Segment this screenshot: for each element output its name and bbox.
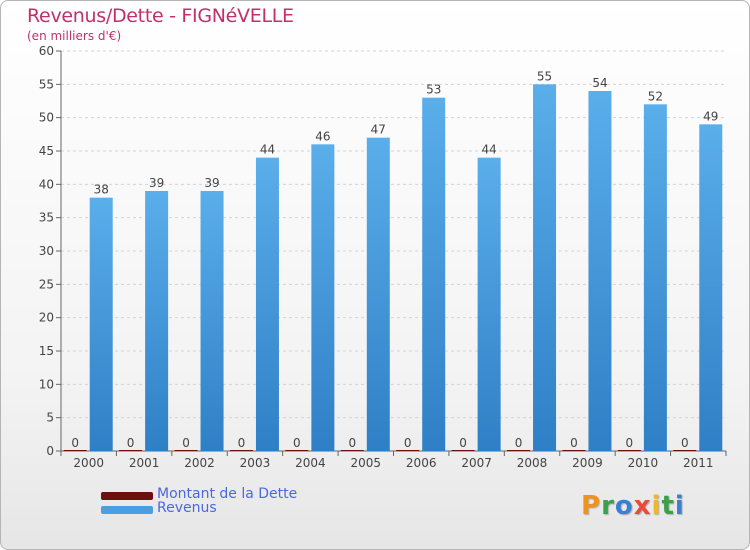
y-tick-label: 15 [39,344,54,358]
data-label-revenus: 38 [94,183,109,197]
x-tick-label: 2004 [295,456,326,470]
y-tick-label: 30 [39,244,54,258]
y-tick-label: 10 [39,377,54,391]
data-label-revenus: 47 [371,123,386,137]
y-tick-label: 60 [39,44,54,58]
y-tick-label: 0 [46,444,54,458]
bar-revenus [200,191,224,451]
bar-revenus [89,197,113,451]
bar-dette [617,450,641,451]
bar-dette [396,450,420,451]
data-label-revenus: 39 [204,176,219,190]
data-label-dette: 0 [681,436,689,450]
legend-label-dette: Montant de la Dette [157,486,298,502]
y-tick-label: 35 [39,211,54,225]
y-tick-label: 50 [39,111,54,125]
x-tick-label: 2007 [461,456,492,470]
data-label-dette: 0 [238,436,246,450]
data-label-revenus: 44 [481,143,496,157]
chart-subtitle: (en milliers d'€) [27,29,122,43]
data-label-dette: 0 [348,436,356,450]
data-label-dette: 0 [293,436,301,450]
x-tick-label: 2010 [628,456,659,470]
y-tick-label: 25 [39,277,54,291]
data-label-revenus: 46 [315,129,330,143]
data-label-revenus: 54 [592,76,607,90]
x-tick-label: 2002 [184,456,215,470]
bar-revenus [477,157,501,451]
data-label-dette: 0 [127,436,135,450]
x-tick-label: 2011 [683,456,714,470]
bar-revenus [366,137,390,451]
y-tick-label: 5 [46,411,54,425]
legend-swatch-revenus [101,506,153,514]
data-label-dette: 0 [404,436,412,450]
bar-dette [507,450,531,451]
legend-label-revenus: Revenus [157,500,217,516]
data-label-dette: 0 [626,436,634,450]
bar-revenus [255,157,279,451]
data-label-revenus: 52 [648,89,663,103]
bar-revenus [422,97,446,452]
bar-dette [174,450,198,451]
bar-revenus [699,124,723,451]
bar-dette [673,450,697,451]
y-tick-label: 20 [39,311,54,325]
data-label-revenus: 39 [149,176,164,190]
bar-dette [285,450,309,451]
data-label-dette: 0 [570,436,578,450]
x-tick-label: 2001 [129,456,160,470]
x-tick-label: 2003 [240,456,271,470]
y-tick-label: 45 [39,144,54,158]
bar-revenus [145,191,169,451]
data-label-revenus: 44 [260,143,275,157]
data-label-dette: 0 [459,436,467,450]
x-tick-label: 2008 [517,456,548,470]
x-tick-label: 2005 [351,456,382,470]
bar-dette [340,450,364,451]
y-tick-label: 55 [39,77,54,91]
bar-revenus [588,91,612,451]
legend-swatch-dette [101,492,153,500]
bar-dette [63,450,87,451]
bar-dette [562,450,586,451]
data-label-revenus: 55 [537,69,552,83]
data-label-dette: 0 [515,436,523,450]
chart-title: Revenus/Dette - FIGNéVELLE [27,5,294,27]
x-tick-label: 2000 [73,456,104,470]
bar-dette [119,450,143,451]
bar-dette [229,450,253,451]
y-tick-label: 40 [39,177,54,191]
data-label-dette: 0 [182,436,190,450]
bar-dette [451,450,475,451]
bar-revenus [533,84,557,451]
brand-logo: Proxiti [581,491,685,521]
data-label-dette: 0 [71,436,79,450]
bar-revenus [311,144,335,452]
bar-revenus [643,104,667,451]
data-label-revenus: 49 [703,109,718,123]
x-tick-label: 2009 [572,456,603,470]
data-label-revenus: 53 [426,83,441,97]
x-tick-label: 2006 [406,456,437,470]
